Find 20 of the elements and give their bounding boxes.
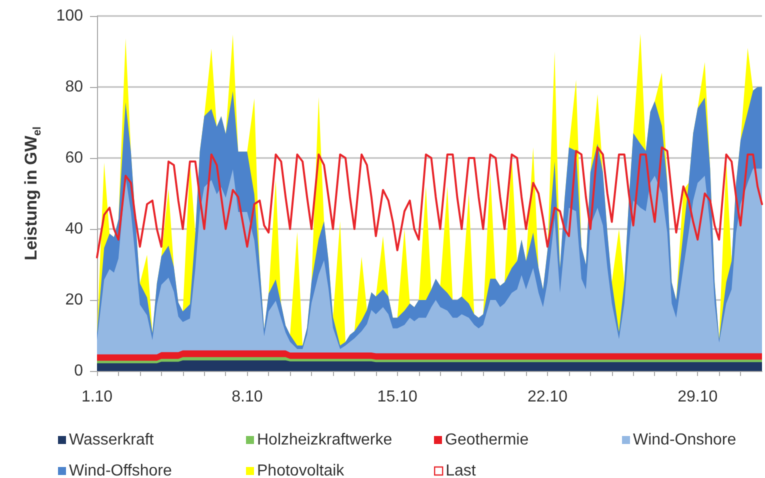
x-tick-label: 22.10 <box>527 388 568 406</box>
y-tick-label: 0 <box>74 362 84 380</box>
legend-label: Wind-Offshore <box>69 462 172 478</box>
legend-label: Geothermie <box>445 432 529 448</box>
x-tick-label: 8.10 <box>232 388 263 406</box>
legend-label: Holzheizkraftwerke <box>257 432 392 448</box>
y-tick-label: 80 <box>65 78 84 96</box>
y-tick-label: 60 <box>65 150 84 166</box>
x-tick-label: 29.10 <box>678 388 718 406</box>
legend-label: Wind-Onshore <box>633 432 736 448</box>
y-tick-label: 40 <box>65 220 84 238</box>
line-series <box>96 146 763 258</box>
y-tick-label: 100 <box>56 8 84 24</box>
y-axis-title: Leistung in GWel <box>22 126 44 260</box>
legend-label: Wasserkraft <box>69 432 154 448</box>
legend-label: Last <box>446 462 476 478</box>
x-tick-label: 15.10 <box>377 388 418 406</box>
x-tick-label: 1.10 <box>81 388 113 406</box>
legend-label: Photovoltaik <box>257 462 346 478</box>
y-tick-label: 20 <box>65 292 84 308</box>
